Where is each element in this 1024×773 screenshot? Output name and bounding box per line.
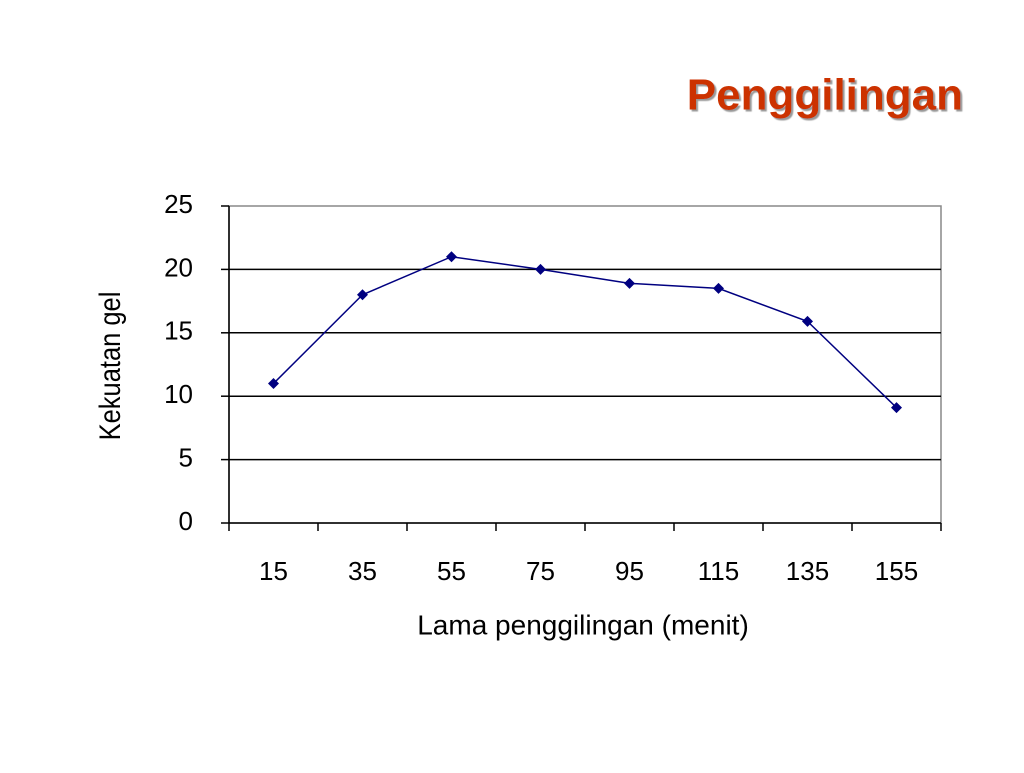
x-axis-label: Lama penggilingan (menit) [417,609,749,640]
y-tick-label: 25 [164,189,193,219]
plot-frame [228,205,942,524]
data-point [713,282,724,294]
data-line [272,255,898,409]
x-tick-label: 135 [786,556,829,586]
y-tick-label: 15 [164,316,193,346]
data-point [535,263,546,275]
data-point [891,402,902,414]
x-tick-label: 35 [348,556,377,586]
data-point [268,378,279,390]
data-point [624,277,635,289]
y-tick-label: 0 [179,506,193,536]
data-point [357,289,368,301]
x-tick-label: 115 [698,556,739,586]
x-tick-label: 15 [259,556,288,586]
x-tick-label: 75 [526,556,555,586]
y-tick-label: 5 [179,442,193,472]
data-point [446,251,457,263]
x-tick-label: 55 [437,556,466,586]
data-point [802,315,813,327]
x-tick-label: 95 [615,556,644,586]
y-tick-label: 20 [164,252,193,282]
x-tick-label: 155 [875,556,918,586]
y-tick-label: 10 [164,379,193,409]
y-axis-label: Kekuatan gel [93,292,126,441]
chart-title: Penggilingan [687,71,963,120]
